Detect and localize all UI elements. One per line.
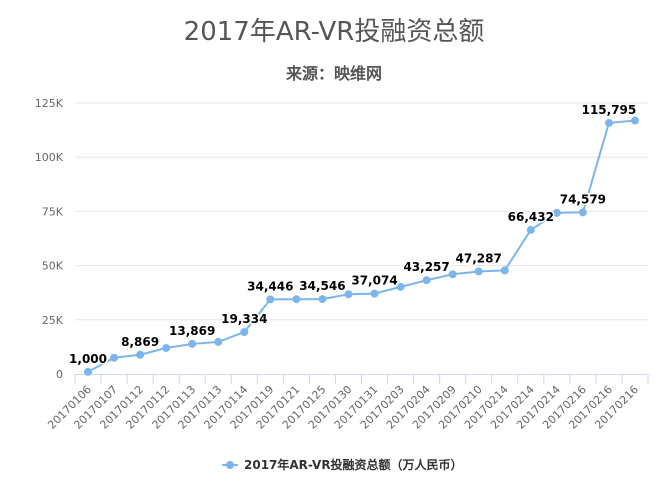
data-point bbox=[240, 328, 249, 337]
data-point bbox=[188, 339, 197, 348]
data-point bbox=[84, 367, 93, 376]
data-label: 8,869 bbox=[121, 335, 159, 349]
data-label: 47,287 bbox=[456, 251, 502, 265]
y-tick-label: 50K bbox=[42, 260, 64, 273]
data-point bbox=[448, 270, 457, 279]
data-point bbox=[578, 208, 587, 217]
data-label: 34,446 bbox=[247, 279, 293, 293]
data-label: 37,074 bbox=[351, 274, 397, 288]
series-line bbox=[87, 119, 636, 373]
data-point bbox=[370, 289, 379, 298]
legend-marker-icon bbox=[226, 461, 234, 469]
y-tick-label: 75K bbox=[42, 205, 64, 218]
chart-subtitle: 来源：映维网 bbox=[285, 64, 382, 83]
data-point bbox=[292, 295, 301, 304]
data-label: 34,546 bbox=[299, 279, 345, 293]
data-point bbox=[396, 282, 405, 291]
data-point bbox=[422, 276, 431, 285]
data-label: 66,432 bbox=[508, 210, 554, 224]
y-tick-label: 100K bbox=[35, 151, 64, 164]
data-label: 1,000 bbox=[69, 352, 107, 366]
data-point bbox=[552, 208, 561, 217]
data-point bbox=[604, 118, 613, 127]
data-point bbox=[500, 266, 509, 275]
data-point bbox=[214, 337, 223, 346]
y-tick-label: 0 bbox=[56, 368, 63, 381]
data-point bbox=[526, 225, 535, 234]
data-point bbox=[136, 350, 145, 359]
legend-label: 2017年AR-VR投融资总额（万人民币） bbox=[244, 457, 463, 472]
data-point bbox=[162, 343, 171, 352]
data-label: 115,795 bbox=[582, 103, 637, 117]
data-label: 13,869 bbox=[169, 324, 215, 338]
data-point bbox=[110, 353, 119, 362]
data-point bbox=[474, 267, 483, 276]
data-point bbox=[318, 295, 327, 304]
data-label: 19,334 bbox=[221, 312, 267, 326]
data-label: 74,579 bbox=[560, 192, 606, 206]
data-point bbox=[630, 116, 639, 125]
y-tick-label: 25K bbox=[42, 314, 64, 327]
legend-item[interactable]: 2017年AR-VR投融资总额（万人民币） bbox=[222, 457, 463, 472]
data-point bbox=[266, 295, 275, 304]
chart-title: 2017年AR-VR投融资总额 bbox=[184, 17, 485, 47]
data-label: 43,257 bbox=[403, 260, 449, 274]
data-point bbox=[344, 290, 353, 299]
y-tick-label: 125K bbox=[35, 97, 64, 110]
